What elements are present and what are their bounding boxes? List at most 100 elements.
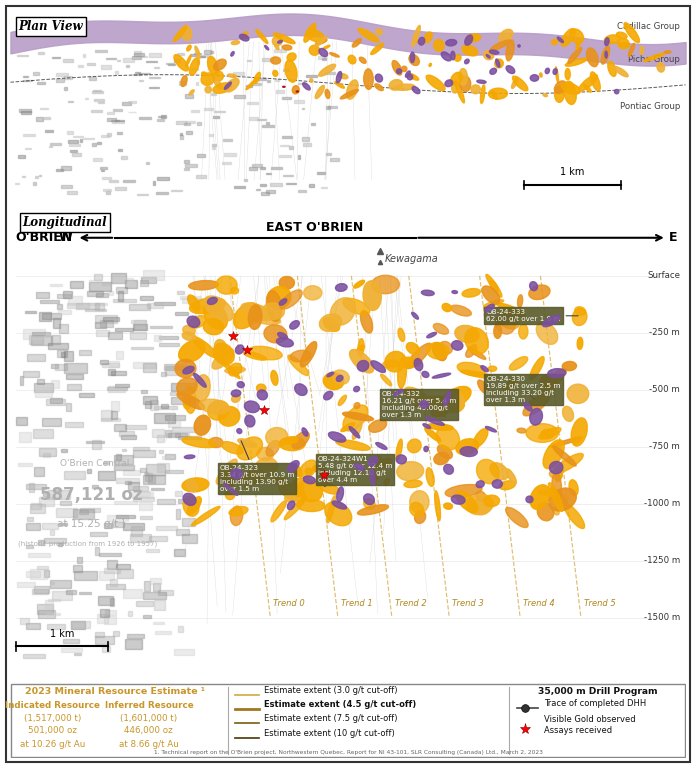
Bar — [164, 363, 187, 370]
Bar — [73, 508, 93, 519]
Ellipse shape — [445, 80, 452, 87]
Ellipse shape — [488, 366, 497, 372]
Ellipse shape — [539, 73, 542, 77]
Ellipse shape — [270, 478, 287, 485]
Ellipse shape — [564, 504, 585, 528]
Bar — [161, 404, 168, 408]
Ellipse shape — [429, 64, 432, 67]
Bar — [19, 432, 31, 442]
Ellipse shape — [239, 35, 249, 41]
Ellipse shape — [303, 286, 322, 300]
Ellipse shape — [452, 290, 457, 293]
Ellipse shape — [425, 417, 444, 425]
Ellipse shape — [368, 456, 378, 466]
Bar — [134, 447, 148, 450]
Bar — [252, 164, 262, 167]
Bar — [34, 382, 54, 392]
Bar — [33, 586, 49, 592]
Ellipse shape — [242, 303, 273, 320]
Ellipse shape — [266, 440, 280, 456]
Bar — [122, 449, 125, 452]
Bar — [17, 582, 35, 587]
Bar — [197, 60, 199, 64]
Bar — [86, 98, 88, 99]
Bar — [136, 601, 153, 606]
Ellipse shape — [207, 56, 218, 75]
Bar — [33, 429, 54, 438]
Bar — [31, 336, 52, 345]
Ellipse shape — [348, 55, 356, 64]
Text: Plan View: Plan View — [19, 19, 83, 32]
Bar — [157, 192, 168, 194]
Ellipse shape — [292, 86, 299, 94]
Ellipse shape — [275, 45, 279, 50]
Bar — [42, 418, 61, 426]
Bar — [150, 400, 157, 410]
Ellipse shape — [485, 304, 494, 312]
Bar — [116, 455, 121, 460]
Bar — [33, 182, 36, 185]
Ellipse shape — [406, 343, 420, 355]
Bar — [58, 324, 68, 333]
Ellipse shape — [450, 305, 471, 316]
Bar — [184, 168, 189, 170]
Bar — [224, 153, 236, 156]
Ellipse shape — [410, 491, 429, 513]
Ellipse shape — [468, 347, 486, 359]
Bar — [22, 176, 24, 177]
Ellipse shape — [451, 495, 465, 504]
Text: Estimate extent (10 g/t cut-off): Estimate extent (10 g/t cut-off) — [264, 729, 395, 738]
Ellipse shape — [241, 31, 248, 39]
Bar — [244, 180, 247, 181]
Bar — [179, 81, 187, 84]
Ellipse shape — [604, 35, 620, 44]
Ellipse shape — [354, 402, 360, 409]
Bar — [100, 167, 107, 169]
Ellipse shape — [358, 505, 388, 515]
Ellipse shape — [446, 399, 464, 412]
Ellipse shape — [460, 447, 477, 456]
Ellipse shape — [287, 501, 295, 510]
Ellipse shape — [279, 437, 306, 451]
Ellipse shape — [201, 73, 214, 85]
Ellipse shape — [541, 429, 554, 439]
Ellipse shape — [194, 415, 211, 435]
Ellipse shape — [301, 342, 317, 367]
Bar — [129, 304, 150, 310]
Text: OB-24-332
16.21 g/t over 5.4 m
including 49.00g/t
over 1.3 m: OB-24-332 16.21 g/t over 5.4 m including… — [381, 391, 456, 418]
Bar — [38, 52, 44, 54]
Ellipse shape — [361, 311, 372, 333]
Text: Trend 0: Trend 0 — [273, 599, 305, 608]
Ellipse shape — [539, 491, 555, 496]
Bar — [104, 616, 116, 624]
Ellipse shape — [191, 506, 220, 526]
Ellipse shape — [264, 325, 287, 343]
Bar — [86, 441, 104, 443]
Bar — [111, 402, 119, 412]
Bar — [184, 161, 189, 163]
Bar — [29, 335, 42, 344]
Bar — [19, 618, 29, 624]
Bar — [58, 310, 71, 313]
Bar — [39, 313, 51, 321]
Bar — [136, 194, 148, 195]
Ellipse shape — [393, 389, 403, 396]
Bar — [113, 299, 136, 302]
Bar — [171, 397, 193, 405]
Bar — [71, 621, 90, 627]
Ellipse shape — [189, 298, 226, 313]
Ellipse shape — [188, 295, 200, 311]
Ellipse shape — [451, 72, 462, 85]
Ellipse shape — [460, 76, 470, 91]
Ellipse shape — [427, 333, 436, 338]
Bar — [65, 403, 72, 411]
Ellipse shape — [545, 68, 550, 74]
Text: -750 m: -750 m — [649, 442, 680, 452]
Bar — [166, 366, 185, 369]
Bar — [140, 280, 148, 286]
Ellipse shape — [175, 359, 196, 378]
Ellipse shape — [278, 41, 283, 43]
Bar — [56, 74, 68, 76]
Ellipse shape — [333, 370, 349, 384]
Ellipse shape — [473, 497, 491, 515]
